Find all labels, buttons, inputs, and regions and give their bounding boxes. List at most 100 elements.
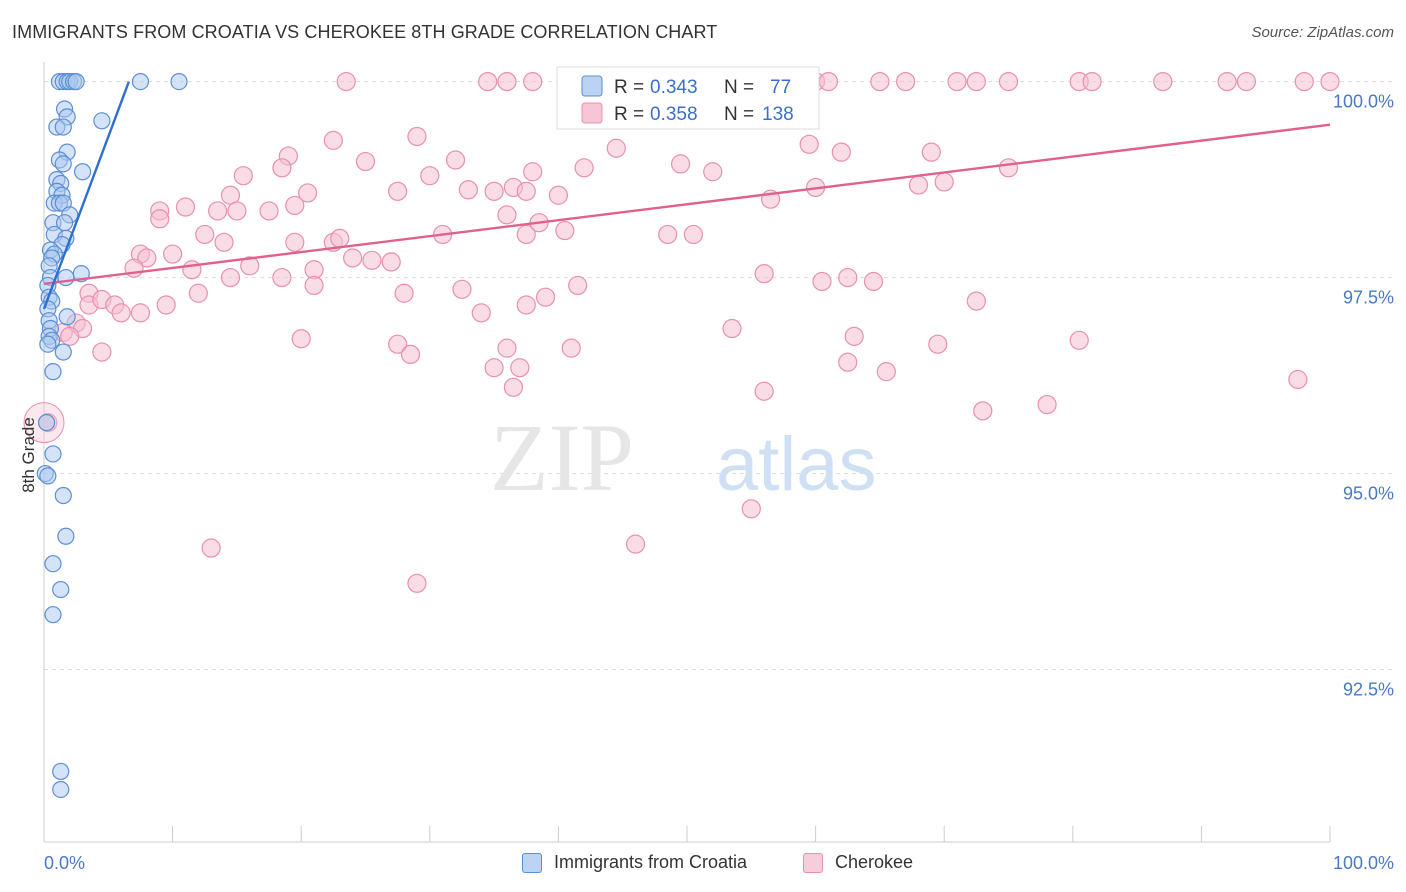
cherokee-point: [516, 224, 536, 245]
cherokee-point: [818, 71, 839, 92]
cherokee-point: [323, 130, 343, 150]
croatia-point: [44, 445, 62, 463]
cherokee-point: [233, 166, 253, 186]
cherokee-point: [336, 71, 356, 92]
cherokee-point: [998, 158, 1019, 178]
cherokee-point: [754, 381, 774, 401]
legend-r-value: 0.343: [650, 77, 698, 98]
cherokee-point: [741, 499, 761, 519]
croatia-point: [52, 762, 70, 781]
cherokee-point: [163, 244, 183, 264]
legend-swatch-croatia: [581, 75, 603, 97]
cherokee-point: [497, 71, 517, 92]
croatia-point: [39, 467, 57, 485]
cherokee-point: [259, 201, 279, 221]
cherokee-point: [182, 260, 202, 280]
cherokee-point: [555, 220, 575, 241]
legend-item-croatia[interactable]: Immigrants from Croatia: [522, 852, 747, 873]
y-tick-label: 95.0%: [1343, 484, 1394, 504]
cherokee-point: [298, 183, 318, 203]
legend-swatch-croatia-bottom: [522, 852, 542, 873]
cherokee-point: [921, 142, 941, 162]
cherokee-point: [394, 283, 414, 303]
cherokee-point: [568, 275, 588, 296]
legend-item-cherokee[interactable]: Cherokee: [803, 852, 913, 873]
cherokee-point: [220, 267, 241, 288]
cherokee-point: [330, 228, 350, 248]
cherokee-point: [388, 181, 408, 201]
croatia-trend-line: [42, 81, 131, 310]
cherokee-point: [484, 181, 504, 201]
trend-lines: [42, 81, 1331, 310]
cherokee-point: [175, 197, 196, 217]
croatia-point: [73, 163, 92, 181]
cherokee-point: [407, 126, 427, 147]
cherokee-point: [510, 358, 530, 378]
cherokee-point: [523, 71, 543, 92]
cherokee-point: [966, 291, 986, 311]
legend-swatch-cherokee-bottom: [803, 852, 823, 873]
cherokee-point: [523, 162, 543, 182]
croatia-point: [93, 112, 111, 130]
croatia-point: [39, 335, 57, 353]
cherokee-point: [896, 71, 916, 92]
croatia-point: [54, 486, 72, 505]
correlation-legend: R = 0.343 N = 77 R = 0.358 N = 138: [556, 66, 820, 130]
legend-n-value: 77: [770, 77, 791, 98]
cherokee-point: [201, 538, 221, 558]
croatia-point: [54, 343, 72, 361]
legend-n-label: N =: [724, 104, 759, 125]
cherokee-point: [683, 224, 704, 245]
cherokee-point: [497, 338, 517, 358]
legend-r-label: R =: [614, 77, 649, 98]
cherokee-point: [92, 342, 112, 362]
cherokee-point: [471, 303, 491, 323]
x-tick-label-max: 100.0%: [1333, 853, 1394, 873]
croatia-point: [52, 780, 70, 799]
cherokee-point: [606, 138, 626, 158]
croatia-point: [67, 72, 85, 91]
legend-r-value: 0.358: [650, 104, 698, 125]
cherokee-point: [703, 162, 723, 182]
cherokee-point: [304, 275, 324, 296]
legend-row-croatia: R = 0.343 N = 77: [614, 77, 791, 98]
cherokee-point: [420, 166, 440, 186]
croatia-point: [44, 363, 62, 381]
cherokee-point: [362, 250, 382, 270]
legend-label-croatia: Immigrants from Croatia: [554, 852, 748, 872]
cherokee-point: [355, 151, 376, 172]
cherokee-point: [188, 283, 208, 303]
cherokee-point: [574, 158, 594, 178]
cherokee-point: [1153, 71, 1173, 92]
cherokee-point: [445, 150, 466, 170]
cherokee-point: [1082, 71, 1102, 92]
cherokee-point: [863, 271, 884, 292]
cherokee-point: [388, 334, 408, 354]
legend-row-cherokee: R = 0.358 N = 138: [614, 104, 794, 125]
cherokee-point: [240, 256, 260, 276]
cherokee-point: [658, 224, 678, 245]
croatia-point: [170, 72, 188, 91]
cherokee-trend-line: [43, 123, 1331, 286]
cherokee-point: [381, 252, 401, 272]
croatia-point: [44, 555, 62, 573]
y-axis-title: 8th Grade: [19, 417, 38, 493]
croatia-points: [36, 72, 188, 799]
axes: [43, 62, 1331, 843]
croatia-point: [37, 414, 56, 432]
cherokee-point: [285, 195, 305, 216]
cherokee-point: [484, 358, 504, 378]
cherokee-point: [407, 573, 427, 593]
croatia-point: [57, 268, 75, 287]
cherokee-point: [150, 209, 170, 229]
cherokee-point: [285, 232, 305, 252]
cherokee-point: [111, 303, 131, 323]
source-attribution: Source: ZipAtlas.com: [1251, 24, 1394, 41]
cherokee-point: [966, 71, 986, 92]
cherokee-point: [60, 326, 80, 346]
cherokee-point: [908, 175, 929, 195]
cherokee-point: [130, 303, 151, 323]
cherokee-point: [1217, 71, 1237, 92]
cherokee-point: [973, 401, 993, 421]
